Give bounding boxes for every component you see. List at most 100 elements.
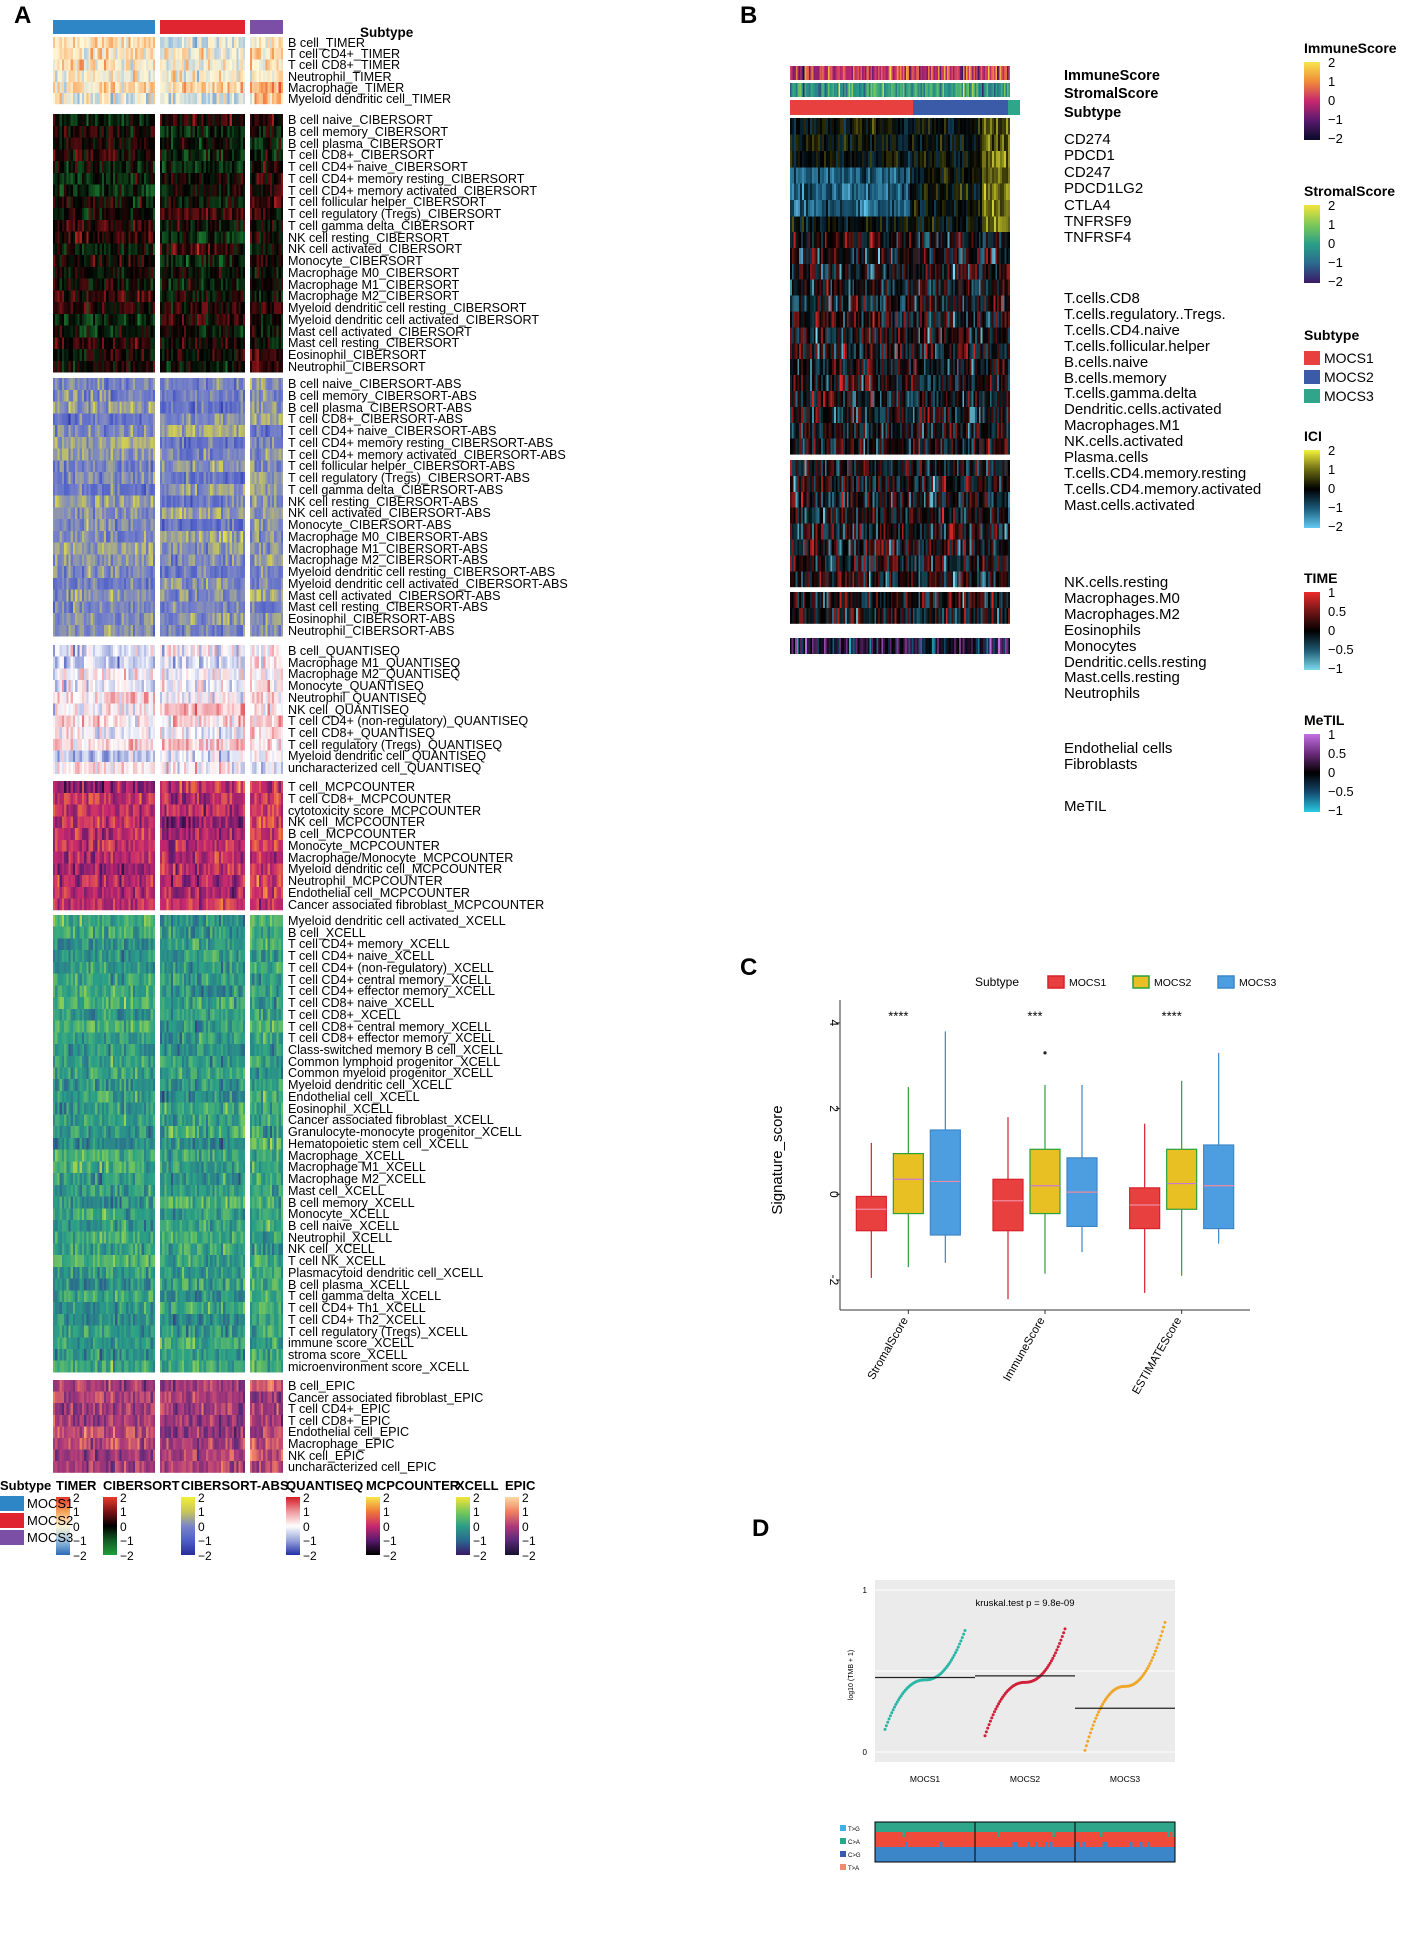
panel-a-row-label-mcpcounter-8: Myeloid dendritic cell_MCPCOUNTER (288, 862, 503, 877)
panel-c-box-1-3 (929, 1129, 961, 1236)
panel-d-point-2-7 (991, 1713, 995, 1717)
panel-a-row-label-epic-2: Cancer associated fibroblast_EPIC (288, 1390, 484, 1405)
panel-a-row-label-cibersort-14: Macrophage M0_CIBERSORT (288, 265, 460, 280)
panel-b-legend-tick-time-5: −1 (1328, 661, 1343, 676)
panel-b-legend-tick-time-2: 0.5 (1328, 604, 1347, 619)
panel-b-legend-subtype-3: MOCS3 (1304, 388, 1374, 404)
panel-a-row-label-cibersort-18: Myeloid dendritic cell activated_CIBERSO… (288, 312, 540, 327)
panel-d-point-3-57 (1159, 1634, 1163, 1638)
panel-c-legend-key-2 (1132, 975, 1150, 989)
panel-a-heatmap (0, 20, 519, 1555)
panel-a-legend-bar-epic (505, 1497, 519, 1555)
panel-c-box-3-1 (1129, 1187, 1161, 1230)
panel-a-row-label-cibersortabs-11: NK cell resting_CIBERSORT-ABS (288, 494, 479, 509)
panel-a-row-label-xcell-8: T cell CD8+ naive_XCELL (288, 996, 435, 1011)
panel-a-heatmap-xcell-block-1 (53, 915, 155, 1373)
panel-a-row-label-xcell-30: T cell NK_XCELL (288, 1254, 386, 1269)
panel-c-ytick-label-4: -2 (827, 1275, 841, 1286)
panel-d-point-3-47 (1145, 1667, 1149, 1671)
panel-a-row-label-cibersort-1: B cell naive_CIBERSORT (288, 113, 433, 127)
panel-a-row-label-xcell-9: T cell CD8+_XCELL (288, 1007, 401, 1022)
panel-b-legend-subtype-2: MOCS2 (1304, 369, 1374, 385)
panel-c-xtick-label-2: ImmuneScore (1001, 1316, 1047, 1384)
panel-a-row-label-xcell-11: T cell CD8+ effector memory_XCELL (288, 1031, 496, 1046)
panel-b-legend-tick-immune-3: 0 (1328, 93, 1336, 108)
panel-a-legend-title-epic: EPIC (505, 1478, 536, 1493)
panel-b-ici-label-1: CD274 (1064, 131, 1111, 148)
panel-a-legend-tick-mcpcounter-5: −2 (383, 1548, 397, 1563)
panel-a-legend-tick-cibersort-2: 1 (120, 1505, 127, 1520)
panel-a-row-label-cibersort-9: T cell regulatory (Tregs)_CIBERSORT (288, 207, 502, 221)
panel-a-heatmap-timer-block-3 (250, 37, 283, 105)
panel-b-time2-label-3: Macrophages.M2 (1064, 605, 1180, 623)
panel-b-legend-tick-ici-1: 2 (1328, 443, 1336, 458)
panel-d-point-3-5 (1088, 1731, 1092, 1735)
panel-a-row-label-xcell-10: T cell CD8+ central memory_XCELL (288, 1019, 492, 1034)
panel-a-row-label-timer-4: Neutrophil_TIMER (288, 69, 392, 84)
panel-d-point-2-56 (1058, 1642, 1062, 1646)
panel-a-row-label-cibersort-22: Neutrophil_CIBERSORT (288, 359, 426, 374)
panel-label-d: D (752, 1515, 770, 1542)
panel-b-time1-label-9: Macrophages.M1 (1064, 417, 1180, 435)
panel-b-legend-title-time: TIME (1304, 570, 1338, 586)
panel-b-time2-label-1: NK.cells.resting (1064, 574, 1169, 591)
panel-a-row-label-timer-6: Myeloid dendritic cell_TIMER (288, 92, 452, 106)
panel-b-ici-label-3: CD247 (1064, 163, 1111, 181)
panel-a-heatmap-xcell-block-2 (160, 915, 245, 1373)
panel-a-row-label-timer-5: Macrophage_TIMER (288, 80, 405, 95)
panel-a-row-label-mcpcounter-4: NK cell_MCPCOUNTER (288, 815, 426, 830)
panel-a-row-label-quantiseq-4: Monocyte_QUANTISEQ (288, 679, 424, 694)
panel-a-subtype-bar-2 (160, 20, 245, 34)
panel-a-legend-bar-mcpcounter (366, 1497, 380, 1555)
panel-a-row-label-quantiseq-11: uncharacterized cell_QUANTISEQ (288, 761, 482, 776)
panel-a-legend-subtype-title: Subtype (0, 1478, 52, 1493)
panel-d-spectrum-label-4: T>A (848, 1866, 859, 1872)
panel-a-row-label-mcpcounter-11: Cancer associated fibroblast_MCPCOUNTER (288, 897, 545, 912)
panel-d-point-2-50 (1049, 1659, 1053, 1663)
panel-a-row-label-cibersort-21: Eosinophil_CIBERSORT (288, 348, 427, 362)
panel-d-point-1-50 (949, 1658, 953, 1662)
panel-a-row-label-cibersort-4: T cell CD8+_CIBERSORT (288, 148, 435, 163)
panel-a-row-label-epic-1: B cell_EPIC (288, 1379, 356, 1393)
panel-a-legend-tick-xcell-4: −1 (473, 1534, 487, 1549)
panel-d-point-1-60 (963, 1629, 967, 1632)
panel-a-row-label-cibersortabs-17: Myeloid dendritic cell resting_CIBERSORT… (288, 565, 556, 579)
panel-a-row-label-cibersortabs-4: T cell CD8+_CIBERSORT-ABS (288, 412, 463, 427)
panel-a-legend-tick-quantiseq-3: 0 (303, 1519, 310, 1534)
panel-a-heatmap-xcell-block-3 (250, 915, 283, 1373)
panel-d-point-3-52 (1152, 1652, 1156, 1656)
panel-a-row-label-cibersortabs-3: B cell plasma_CIBERSORT-ABS (288, 400, 472, 415)
panel-d-point-1-57 (959, 1639, 963, 1643)
panel-c-ytick-label-2: 2 (827, 1105, 841, 1112)
panel-a-row-label-quantiseq-9: T cell regulatory (Tregs)_QUANTISEQ (288, 737, 503, 752)
panel-d-xtick-label-1: MOCS1 (910, 1774, 941, 1784)
panel-b-time1-label-13: T.cells.CD4.memory.activated (1064, 480, 1262, 498)
panel-d-point-3-4 (1087, 1735, 1091, 1739)
panel-b-ici-label-5: CTLA4 (1064, 196, 1111, 214)
panel-a-row-label-cibersort-2: B cell memory_CIBERSORT (288, 124, 449, 139)
panel-a-row-label-xcell-39: microenvironment score_XCELL (288, 1359, 470, 1374)
panel-a-row-label-cibersort-20: Mast cell resting_CIBERSORT (288, 336, 460, 351)
panel-label-a: A (14, 2, 32, 29)
panel-d-point-1-2 (884, 1724, 888, 1728)
panel-d-point-1-9 (894, 1703, 898, 1707)
panel-d-point-3-59 (1162, 1625, 1166, 1629)
panel-a-row-label-cibersortabs-20: Mast cell resting_CIBERSORT-ABS (288, 600, 488, 615)
panel-d-point-2-6 (990, 1716, 994, 1720)
panel-a-legend-tick-cibersort-4: −1 (120, 1534, 134, 1549)
panel-a-row-label-epic-3: T cell CD4+_EPIC (288, 1402, 391, 1417)
panel-c-box-3-2 (1166, 1148, 1198, 1210)
panel-b-legend-tick-immune-4: −1 (1328, 112, 1343, 127)
panel-a-heatmap-cibersort-block-3 (250, 114, 283, 373)
panel-a-heatmap-timer-block-1 (53, 37, 155, 105)
panel-d-point-3-49 (1148, 1661, 1152, 1665)
panel-a-legend-tick-xcell-1: 2 (473, 1491, 480, 1505)
panel-a-row-label-xcell-34: T cell CD4+ Th1_XCELL (288, 1301, 426, 1316)
panel-a-legend-swatch-2 (0, 1513, 24, 1528)
panel-a-row-label-xcell-22: Macrophage M1_XCELL (288, 1160, 426, 1175)
panel-a-row-label-xcell-20: Hematopoietic stem cell_XCELL (288, 1136, 469, 1151)
panel-a-legend-subtype-3: MOCS3 (27, 1530, 74, 1545)
panel-a-row-label-xcell-1: Myeloid dendritic cell activated_XCELL (288, 914, 506, 928)
panel-b-subtype-mocs2 (913, 100, 1008, 115)
panel-a-legend-tick-timer-2: 1 (73, 1505, 80, 1520)
